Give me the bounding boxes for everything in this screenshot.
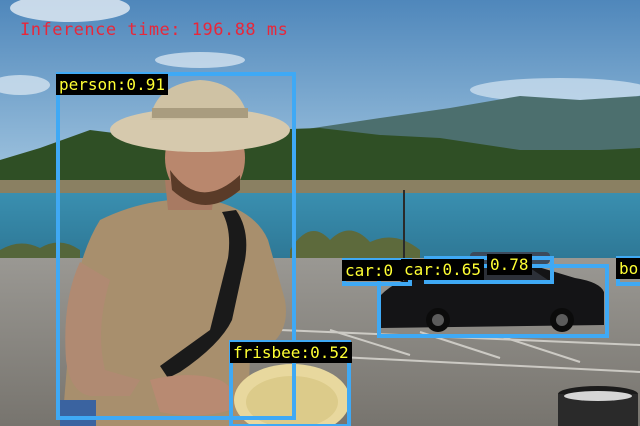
shrubs [290, 230, 420, 262]
person-label: person:0.91 [56, 74, 168, 95]
partial-label: bo [616, 258, 640, 279]
frisbee-label: frisbee:0.52 [230, 342, 352, 363]
blue-object [60, 400, 96, 426]
cloud [0, 75, 50, 95]
person-bounding-box [56, 72, 296, 420]
man [62, 80, 290, 426]
car-label-2: car:0.65 [401, 259, 485, 280]
trash-can [558, 386, 638, 426]
shore [0, 180, 640, 194]
inference-time-text: Inference time: 196.88 ms [20, 20, 289, 40]
cloud [10, 0, 130, 22]
shrubs [0, 242, 80, 262]
cloud [155, 52, 245, 68]
car-label-1: car:0 [342, 260, 403, 281]
car-label-3: 0.78 [487, 254, 532, 275]
cloud [470, 78, 640, 102]
